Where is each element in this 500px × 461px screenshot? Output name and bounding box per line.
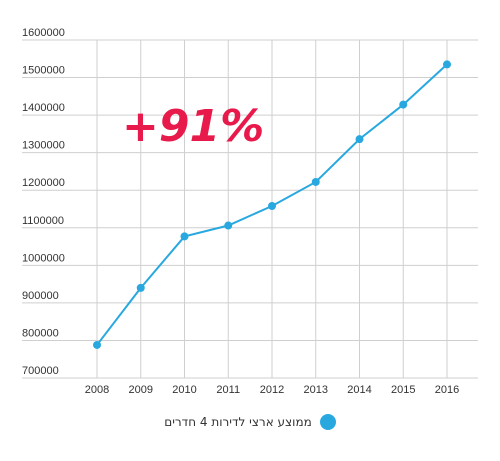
y-tick-label: 1400000 (22, 102, 65, 114)
x-tick-label: 2009 (129, 384, 153, 396)
y-tick-label: 800000 (22, 327, 59, 339)
data-point (355, 135, 364, 144)
data-point (311, 177, 320, 186)
data-point (180, 232, 189, 241)
grid-lines (22, 39, 478, 379)
data-point (443, 60, 451, 69)
growth-annotation: +91% (122, 101, 264, 152)
data-point (399, 100, 408, 109)
x-tick-label: 2012 (260, 384, 284, 396)
line-chart: 700000 800000 900000 1000000 1100000 1200000 1… (22, 27, 478, 396)
x-tick-label: 2016 (435, 384, 459, 396)
y-tick-label: 1200000 (22, 177, 65, 189)
x-tick-label: 2011 (216, 384, 240, 396)
y-tick-label: 1600000 (22, 27, 65, 39)
y-tick-label: 1300000 (22, 140, 65, 152)
x-axis-ticks: 2008 2009 2010 2011 2012 2013 2014 2015 2016 (85, 384, 459, 396)
x-tick-label: 2014 (347, 384, 371, 396)
y-axis-ticks: 700000 800000 900000 1000000 1100000 1200000 1… (22, 27, 65, 377)
y-tick-label: 1100000 (22, 215, 64, 227)
y-tick-label: 1000000 (22, 252, 65, 264)
legend-label: ממוצע ארצי לדירות 4 חדרים (164, 415, 312, 429)
x-tick-label: 2013 (304, 384, 328, 396)
y-tick-label: 1500000 (22, 65, 65, 77)
x-tick-label: 2015 (391, 384, 415, 396)
data-point (136, 283, 145, 292)
y-tick-label: 900000 (22, 290, 59, 302)
y-tick-label: 700000 (22, 365, 59, 377)
series-group (93, 60, 451, 349)
x-tick-label: 2008 (85, 384, 109, 396)
x-tick-label: 2010 (172, 384, 196, 396)
data-point (224, 221, 233, 230)
legend-swatch (319, 414, 336, 430)
data-point (93, 340, 101, 349)
data-point (268, 201, 276, 210)
legend: ממוצע ארצי לדירות 4 חדרים (0, 414, 500, 430)
